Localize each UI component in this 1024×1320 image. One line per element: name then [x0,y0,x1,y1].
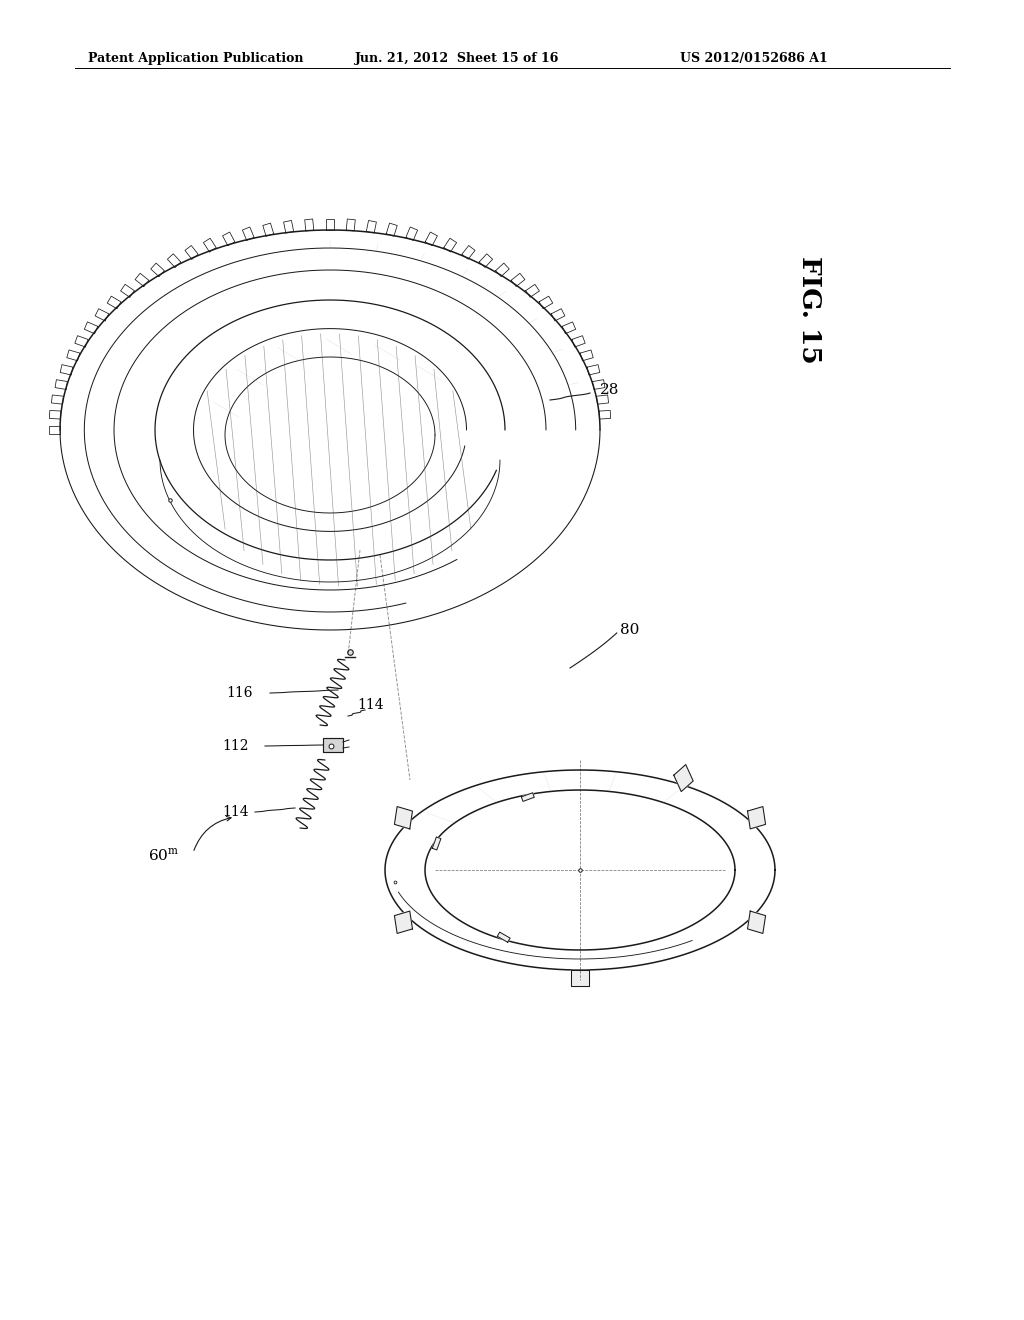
Text: 116: 116 [226,686,253,700]
Text: Patent Application Publication: Patent Application Publication [88,51,303,65]
Text: 60$^{\mathregular{m}}$: 60$^{\mathregular{m}}$ [148,846,179,863]
Polygon shape [674,764,693,792]
Polygon shape [498,932,510,942]
Polygon shape [432,837,441,850]
Polygon shape [748,807,766,829]
Text: 112: 112 [222,739,249,752]
Polygon shape [394,807,413,829]
Text: 114: 114 [357,698,384,711]
Polygon shape [571,970,589,986]
FancyBboxPatch shape [323,738,343,752]
Polygon shape [521,793,535,801]
Text: FIG. 15: FIG. 15 [798,256,822,364]
Text: 80: 80 [620,623,639,638]
Text: 28: 28 [600,383,620,397]
Polygon shape [394,911,413,933]
Text: Jun. 21, 2012  Sheet 15 of 16: Jun. 21, 2012 Sheet 15 of 16 [355,51,559,65]
Text: US 2012/0152686 A1: US 2012/0152686 A1 [680,51,827,65]
Text: 114: 114 [222,805,249,818]
Polygon shape [748,911,766,933]
